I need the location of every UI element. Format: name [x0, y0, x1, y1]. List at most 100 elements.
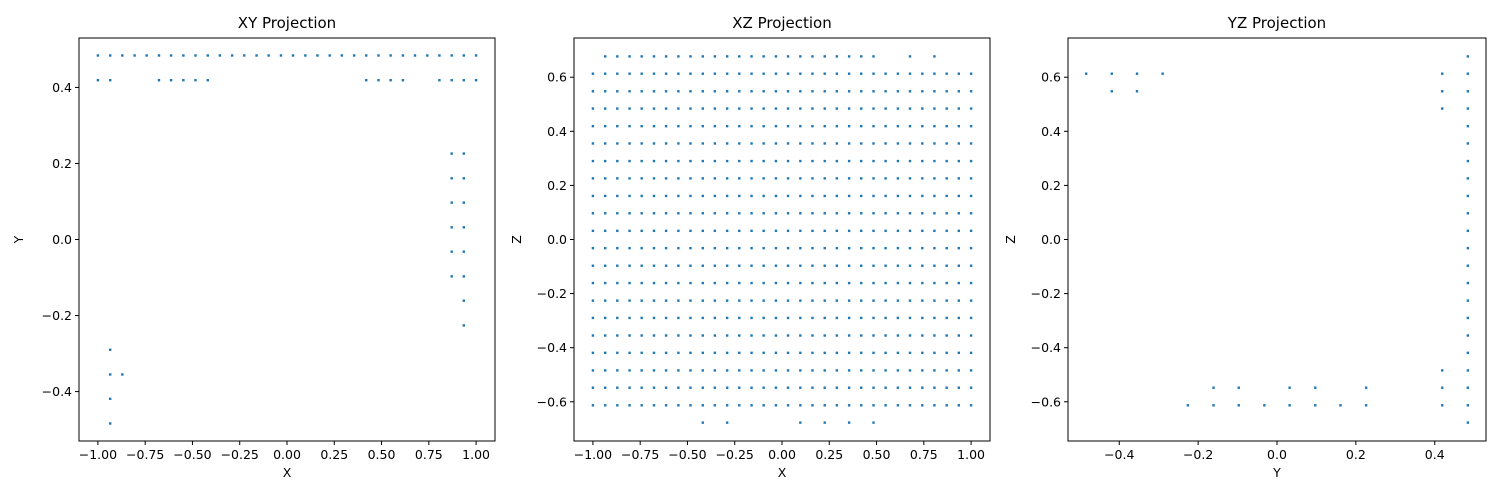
data-point: [750, 369, 753, 372]
data-point: [921, 177, 924, 180]
data-point: [713, 334, 717, 337]
data-point: [908, 299, 912, 302]
data-point: [933, 142, 936, 145]
data-point: [652, 124, 656, 128]
data-point: [713, 124, 717, 128]
data-point: [640, 212, 643, 215]
data-point: [835, 351, 839, 355]
data-point: [1466, 351, 1470, 355]
data-point: [664, 264, 668, 267]
data-point: [1466, 246, 1470, 250]
data-point: [860, 72, 863, 75]
data-point: [1135, 72, 1139, 75]
data-point: [377, 79, 380, 82]
data-point: [957, 142, 960, 145]
data-point: [945, 142, 948, 145]
data-point: [750, 124, 753, 128]
data-point: [933, 212, 936, 215]
data-point: [969, 351, 973, 355]
data-point: [616, 369, 619, 372]
data-point: [701, 194, 704, 198]
data-point: [701, 142, 704, 145]
data-point: [591, 229, 595, 233]
data-point: [267, 54, 270, 57]
data-point: [823, 316, 826, 320]
data-point: [750, 159, 753, 163]
data-point: [884, 264, 887, 267]
data-point: [677, 264, 680, 267]
data-point: [738, 264, 741, 267]
data-point: [1441, 72, 1444, 75]
data-point: [823, 124, 826, 128]
x-tick-label: −0.2: [1183, 447, 1213, 462]
data-point: [933, 299, 936, 302]
data-point: [591, 299, 595, 302]
data-point: [591, 124, 595, 128]
data-point: [811, 55, 814, 58]
data-point: [291, 54, 295, 57]
data-point: [604, 194, 607, 198]
data-point: [591, 107, 595, 110]
data-point: [616, 72, 619, 75]
data-point: [109, 54, 112, 57]
data-point: [786, 142, 790, 145]
data-point: [945, 264, 948, 267]
data-point: [640, 124, 643, 128]
data-point: [713, 72, 717, 75]
data-point: [616, 264, 619, 267]
data-point: [689, 246, 692, 250]
data-point: [762, 404, 765, 407]
data-point: [884, 229, 887, 233]
data-point: [847, 142, 851, 145]
data-point: [969, 334, 973, 337]
data-point: [450, 54, 453, 57]
data-point: [1466, 177, 1470, 180]
data-point: [786, 177, 790, 180]
data-point: [847, 334, 851, 337]
data-point: [616, 299, 619, 302]
data-point: [677, 404, 680, 407]
data-point: [462, 299, 465, 302]
data-point: [1237, 404, 1240, 407]
data-point: [701, 264, 704, 267]
subplot-3: −0.4 −0.2 0.0 0.2 0.4 −0.6 −0.4 −0.2 0.0 0.2 0.4 0.…: [1003, 14, 1487, 480]
data-point: [847, 124, 851, 128]
data-point: [652, 177, 656, 180]
data-point: [811, 124, 814, 128]
data-point: [896, 386, 900, 389]
data-point: [908, 229, 912, 233]
data-point: [169, 79, 173, 82]
data-point: [799, 90, 802, 93]
data-point: [591, 334, 595, 337]
data-point: [957, 386, 960, 389]
data-point: [750, 229, 753, 233]
data-point: [640, 351, 643, 355]
data-point: [1466, 194, 1470, 198]
data-point: [591, 159, 595, 163]
data-point: [884, 124, 887, 128]
data-point: [908, 159, 912, 163]
data-point: [750, 194, 753, 198]
y-tick-label: 0.0: [547, 232, 567, 247]
data-point: [811, 229, 814, 233]
data-point: [738, 194, 741, 198]
data-point: [616, 159, 619, 163]
data-point: [884, 212, 887, 215]
data-point: [799, 159, 802, 163]
data-point: [921, 369, 924, 372]
data-point: [591, 316, 595, 320]
data-point: [896, 351, 900, 355]
data-point: [921, 90, 924, 93]
x-tick-label: 0.4: [1425, 447, 1445, 462]
data-point: [450, 226, 453, 229]
data-point: [738, 316, 741, 320]
chart-title: YZ Projection: [1227, 14, 1326, 32]
data-point: [908, 55, 912, 58]
data-point: [640, 194, 643, 198]
data-point: [799, 55, 802, 58]
data-point: [701, 72, 704, 75]
data-point: [860, 90, 863, 93]
data-point: [872, 142, 875, 145]
data-point: [713, 316, 717, 320]
data-point: [786, 124, 790, 128]
